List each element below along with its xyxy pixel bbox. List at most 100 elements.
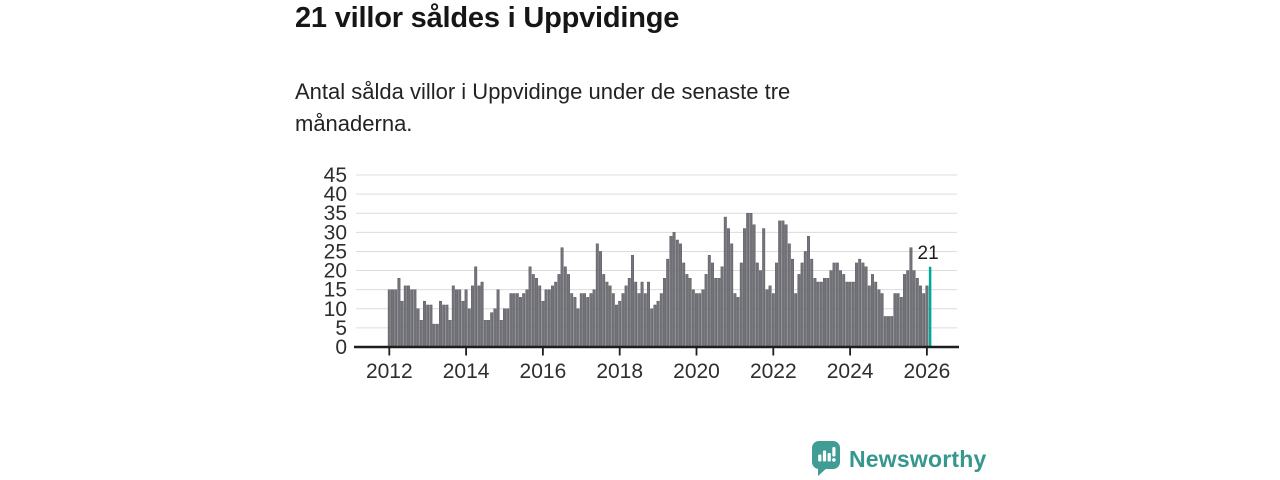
bar [845, 281, 849, 348]
highlight-bar-latest [928, 266, 932, 347]
bar [851, 281, 855, 348]
bar [522, 293, 526, 348]
bar [563, 266, 567, 348]
bar [839, 270, 842, 348]
bar [650, 308, 654, 348]
bar [547, 289, 551, 348]
bar [666, 258, 670, 348]
bar [816, 281, 820, 348]
newsworthy-icon [812, 441, 840, 476]
bar [810, 258, 814, 348]
bar [621, 293, 625, 348]
y-axis-tick-label: 10 [324, 298, 347, 321]
bar [871, 274, 874, 348]
bar [519, 297, 522, 348]
bar [784, 224, 788, 348]
bar [749, 213, 753, 348]
bar [589, 293, 593, 348]
bar [787, 243, 791, 348]
bar [691, 289, 695, 348]
bar [685, 274, 689, 348]
bar [391, 289, 394, 348]
y-axis-tick-label: 5 [335, 317, 347, 340]
bar [423, 300, 426, 348]
bar [538, 285, 542, 348]
bar [535, 277, 538, 348]
bar [496, 289, 500, 348]
bar [407, 285, 410, 348]
bar [467, 308, 471, 348]
newsworthy-logo: Newsworthy [812, 441, 986, 477]
y-axis-tick-label: 45 [324, 164, 347, 187]
bar [394, 289, 398, 348]
bar [823, 277, 826, 348]
bar [858, 258, 862, 348]
x-axis-tick-label: 2012 [366, 360, 413, 383]
y-axis-tick-label: 30 [324, 221, 347, 244]
bar [864, 266, 868, 348]
bar [592, 289, 596, 348]
bar [576, 308, 580, 348]
bar [442, 304, 446, 348]
bar [848, 281, 852, 348]
bar [512, 293, 516, 348]
bar [528, 266, 532, 348]
bar [490, 312, 494, 348]
bar [912, 270, 916, 348]
bar [800, 262, 804, 348]
bar [656, 300, 660, 348]
bar [759, 270, 762, 348]
bar [618, 300, 622, 348]
bar [896, 293, 900, 348]
bar [487, 320, 490, 348]
bar [640, 281, 644, 348]
bar [525, 289, 529, 348]
chart-title: 21 villor såldes i Uppvidinge [295, 2, 680, 34]
bar [637, 293, 641, 348]
bar [480, 281, 484, 348]
bar [426, 304, 430, 348]
bar [483, 320, 487, 348]
y-axis-tick-label: 35 [324, 202, 347, 225]
bar [634, 281, 638, 348]
bar [643, 293, 647, 348]
bar [477, 285, 481, 348]
bar [813, 277, 817, 348]
bar [474, 266, 478, 348]
bar [605, 281, 609, 348]
bar [560, 247, 564, 348]
bar [711, 262, 714, 348]
bar [778, 220, 782, 348]
bar [877, 289, 881, 348]
bar [611, 293, 615, 348]
bar [867, 285, 871, 348]
bar [701, 289, 705, 348]
chart-subtitle-line-1: Antal sålda villor i Uppvidinge under de… [295, 79, 791, 104]
mini-bar-1 [818, 454, 822, 462]
bar [893, 293, 897, 348]
bar [413, 289, 417, 348]
bar [419, 320, 423, 348]
exclamation-stem [832, 447, 836, 457]
bar [551, 285, 554, 348]
bar [899, 297, 903, 348]
x-axis-tick-label: 2020 [673, 360, 720, 383]
bar [387, 289, 391, 348]
bar [874, 281, 878, 348]
bar [890, 316, 894, 348]
bar [397, 277, 401, 348]
bar [579, 293, 583, 348]
bar [659, 293, 663, 348]
bar [554, 281, 558, 348]
bar [544, 289, 548, 348]
bar [771, 293, 775, 348]
bar [883, 316, 887, 348]
bar [435, 323, 439, 348]
x-axis-tick-label: 2022 [750, 360, 797, 383]
bar [458, 289, 462, 348]
bar [647, 281, 650, 348]
bar [791, 258, 794, 348]
y-axis-tick-label: 25 [324, 240, 347, 263]
bar [403, 285, 407, 348]
bar [826, 277, 830, 348]
